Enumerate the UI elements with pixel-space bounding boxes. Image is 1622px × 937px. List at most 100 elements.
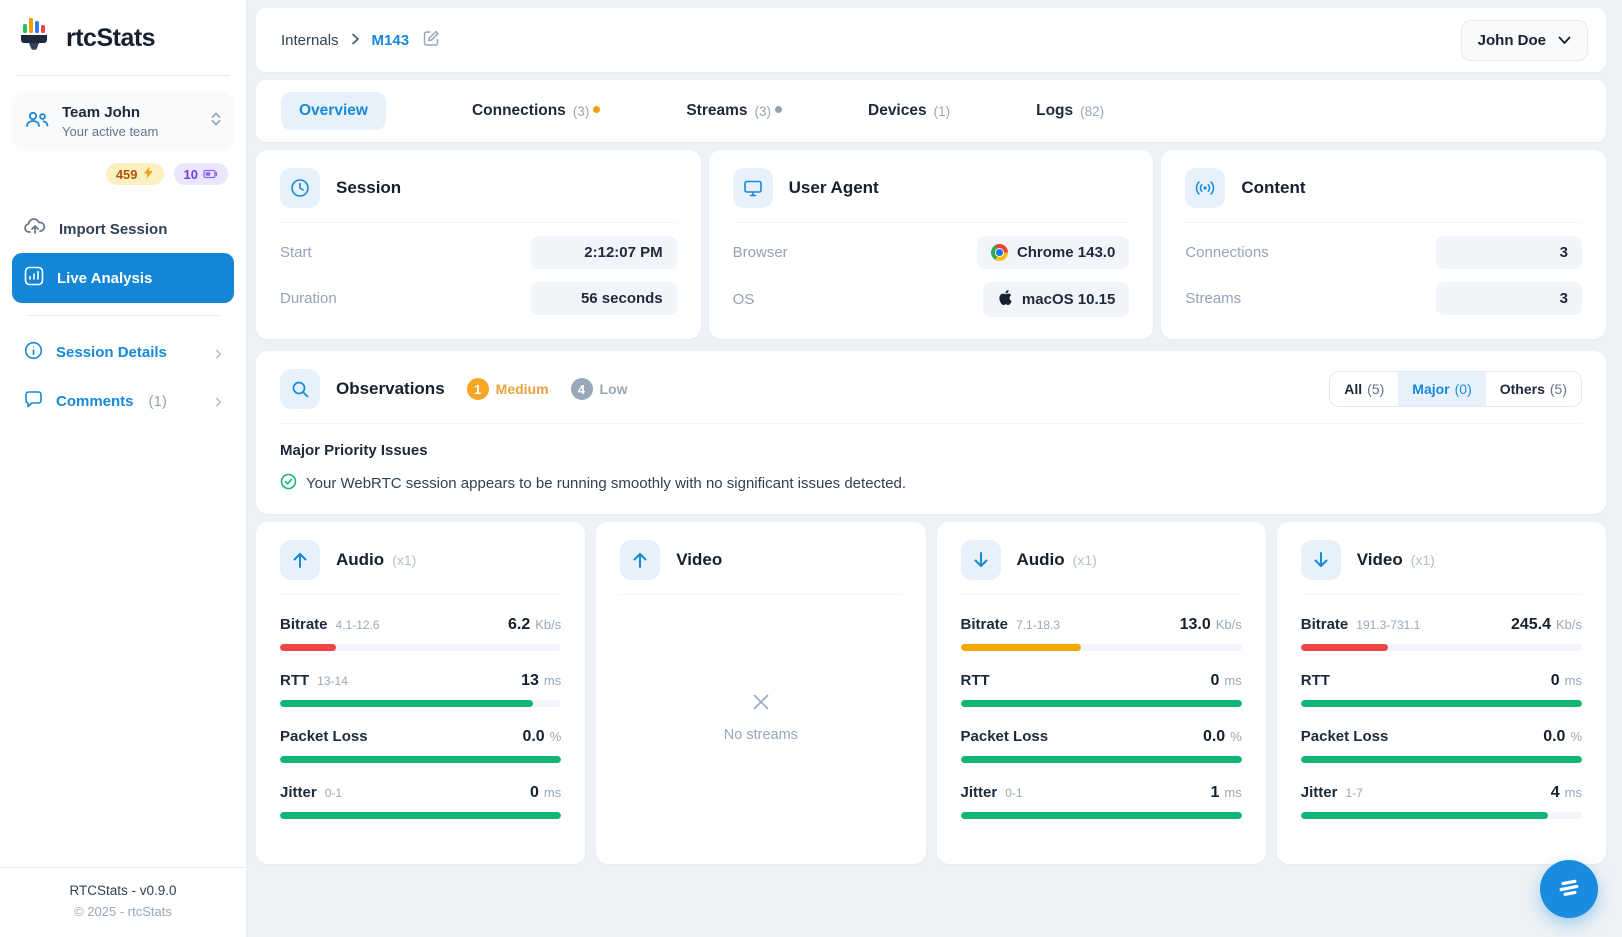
metric-label: RTT <box>1300 672 1330 689</box>
sidebar-item-import-session[interactable]: Import Session <box>12 205 234 253</box>
metric-unit: % <box>1570 729 1582 744</box>
breadcrumb-root[interactable]: Internals <box>281 31 339 49</box>
progress-fill <box>960 812 1242 819</box>
stream-card-header: Audio (x1) <box>960 540 1242 595</box>
user-menu-button[interactable]: John Doe <box>1460 19 1588 61</box>
progress-fill <box>960 756 1242 763</box>
sidebar-item-label: Live Analysis <box>57 269 153 287</box>
team-selector[interactable]: Team John Your active team <box>12 92 234 151</box>
tab-label: Devices <box>868 102 927 119</box>
metric-range: 13-14 <box>317 674 348 688</box>
sidebar-item-session-details[interactable]: Session Details › <box>12 328 234 377</box>
main-content: Internals M143 John Doe <box>247 0 1622 937</box>
sidebar-footer: RTCStats - v0.9.0 © 2025 - rtcStats <box>0 867 246 937</box>
apple-icon <box>998 290 1013 309</box>
card-title: User Agent <box>788 178 879 197</box>
observations-filter: All (5) Major (0) Others (5) <box>1329 371 1582 407</box>
info-cards-row: Session Start 2:12:07 PM Duration 56 sec… <box>256 150 1606 339</box>
video-upload-card: Video No streams <box>596 522 926 864</box>
chat-fab-button[interactable] <box>1540 860 1598 918</box>
edit-session-name-button[interactable] <box>423 30 440 50</box>
stream-title-wrap: Audio (x1) <box>336 550 416 570</box>
tab-overview[interactable]: Overview <box>281 92 386 130</box>
observations-title: Observations <box>336 379 445 398</box>
packet-loss-metric: Packet Loss 0.0% <box>960 728 1242 763</box>
row-label: Start <box>280 244 312 261</box>
session-duration-value: 56 seconds <box>530 282 677 315</box>
connections-value: 3 <box>1435 236 1582 269</box>
sidebar-menu: Import Session Live Analysis <box>0 191 246 425</box>
chevron-updown-icon <box>210 111 222 132</box>
app-logo: rtcStats <box>0 0 246 75</box>
filter-all-button[interactable]: All (5) <box>1330 372 1399 406</box>
row-label: Duration <box>280 290 337 307</box>
card-header: Content <box>1185 168 1582 223</box>
session-duration-row: Duration 56 seconds <box>280 282 677 315</box>
bitrate-metric: Bitrate 4.1-12.6 6.2 Kb/s <box>280 616 562 651</box>
arrow-down-icon <box>1300 540 1341 580</box>
divider <box>16 75 230 76</box>
user-agent-card: User Agent Browser Chrome 143.0 OS <box>708 150 1154 339</box>
arrow-up-icon <box>280 540 320 580</box>
sidebar-item-label: Comments <box>56 392 134 410</box>
chrome-icon <box>990 244 1008 261</box>
empty-state-text: No streams <box>723 727 798 743</box>
tab-logs[interactable]: Logs (82) <box>1036 92 1104 130</box>
bitrate-metric: Bitrate 7.1-18.3 13.0 Kb/s <box>960 616 1242 651</box>
metric-range: 7.1-18.3 <box>1016 618 1061 632</box>
low-count-badge: 4 <box>570 378 593 400</box>
metric-label: Packet Loss <box>1300 728 1389 745</box>
check-circle-icon <box>280 473 297 494</box>
card-title: Session <box>336 178 402 197</box>
progress-track <box>1300 812 1582 819</box>
packet-loss-metric: Packet Loss 0.0% <box>280 728 562 763</box>
tab-devices[interactable]: Devices (1) <box>868 92 950 130</box>
metric-range: 191.3-731.1 <box>1356 618 1421 632</box>
tab-streams[interactable]: Streams (3) <box>686 92 782 130</box>
metric-value: 1 <box>1210 784 1220 801</box>
arrow-up-icon <box>620 540 661 580</box>
stream-card-header: Video <box>620 540 902 595</box>
metric-unit: ms <box>1564 673 1582 688</box>
severity-label: Low <box>599 381 628 397</box>
stream-card-header: Video (x1) <box>1300 540 1582 595</box>
browser-name: Chrome 143.0 <box>1016 244 1116 261</box>
rtt-metric: RTT 13-14 13 ms <box>280 672 562 707</box>
filter-count: (5) <box>1367 381 1385 397</box>
stream-title: Video <box>676 550 723 569</box>
observation-message: Your WebRTC session appears to be runnin… <box>306 475 907 492</box>
observations-card: Observations 1 Medium 4 Low All (5) Majo… <box>256 351 1606 514</box>
metric-value: 0.0 <box>522 728 545 745</box>
stream-card-header: Audio (x1) <box>280 540 562 595</box>
filter-others-button[interactable]: Others (5) <box>1485 372 1581 406</box>
progress-track <box>280 756 562 763</box>
card-title: Content <box>1241 178 1306 197</box>
copyright: © 2025 - rtcStats <box>74 904 172 919</box>
progress-track <box>280 700 562 707</box>
energy-badge: 459 <box>105 163 164 185</box>
progress-fill <box>960 644 1082 651</box>
tab-connections[interactable]: Connections (3) <box>472 92 601 130</box>
browser-value: Chrome 143.0 <box>976 236 1130 269</box>
search-icon <box>280 369 320 409</box>
metric-unit: ms <box>1224 785 1242 800</box>
metric-label: Packet Loss <box>960 728 1049 745</box>
progress-track <box>960 756 1242 763</box>
sidebar-item-comments[interactable]: Comments (1) › <box>12 377 234 425</box>
sidebar: rtcStats Team John Your active team <box>0 0 247 937</box>
sidebar-item-live-analysis[interactable]: Live Analysis <box>12 253 234 303</box>
row-label: OS <box>732 291 755 308</box>
chevron-right-icon: › <box>214 388 222 413</box>
stream-title: Audio <box>336 550 385 569</box>
metric-label: Jitter <box>960 784 998 801</box>
chevron-right-icon: › <box>214 339 222 365</box>
notification-dot <box>593 106 601 113</box>
metric-label: Packet Loss <box>280 728 368 745</box>
filter-major-button[interactable]: Major (0) <box>1398 372 1486 406</box>
os-row: OS macOS 10.15 <box>733 282 1130 317</box>
progress-fill <box>1300 756 1582 763</box>
metric-value: 245.4 <box>1510 616 1551 633</box>
breadcrumb-current[interactable]: M143 <box>371 31 410 49</box>
progress-fill <box>280 756 562 763</box>
filter-count: (5) <box>1549 381 1567 397</box>
